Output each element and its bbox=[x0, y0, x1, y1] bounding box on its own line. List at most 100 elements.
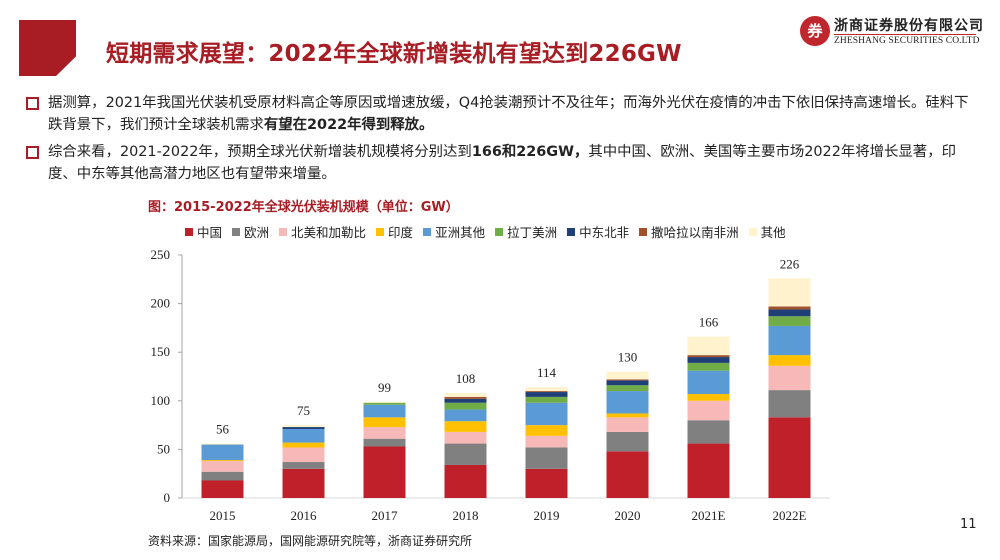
bar-segment-拉丁美洲 bbox=[363, 402, 406, 405]
bar-segment-北美和加勒比 bbox=[687, 400, 730, 421]
bar-segment-撒哈拉以南非洲 bbox=[687, 355, 730, 358]
bar-segment-中东北非 bbox=[687, 357, 730, 363]
page-number: 11 bbox=[960, 517, 977, 532]
bar-segment-中东北非 bbox=[606, 380, 649, 386]
legend-item: 北美和加勒比 bbox=[279, 222, 366, 241]
bullet-item: 据测算，2021年我国光伏装机受原材料高企等原因或增速放缓，Q4抢装潮预计不及往… bbox=[26, 92, 976, 136]
legend-swatch bbox=[567, 227, 576, 236]
bar-segment-其他 bbox=[363, 401, 406, 403]
bar-segment-印度 bbox=[606, 413, 649, 418]
bar-segment-北美和加勒比 bbox=[282, 447, 325, 463]
x-tick-label: 2017 bbox=[372, 508, 399, 523]
legend-label: 印度 bbox=[388, 225, 414, 240]
bullet-text: 据测算，2021年我国光伏装机受原材料高企等原因或增速放缓，Q4抢装潮预计不及往… bbox=[48, 95, 969, 133]
legend-label: 拉丁美洲 bbox=[507, 225, 558, 240]
bar-segment-中东北非 bbox=[525, 392, 568, 397]
bar-segment-印度 bbox=[687, 393, 730, 401]
x-tick-label: 2021E bbox=[692, 508, 726, 523]
bar-segment-北美和加勒比 bbox=[201, 461, 244, 472]
bar-segment-印度 bbox=[768, 355, 811, 366]
legend-swatch bbox=[639, 227, 648, 236]
chart-title: 图：2015-2022年全球光伏装机规模（单位：GW） bbox=[148, 200, 459, 215]
bar-segment-欧洲 bbox=[687, 420, 730, 444]
x-tick-label: 2022E bbox=[773, 508, 807, 523]
bullet-text-after: 其中中国、欧洲、美国等主要市场2022年将增长显著，印度、中东等其他高潜力地区也… bbox=[48, 144, 956, 182]
bar-segment-拉丁美洲 bbox=[687, 362, 730, 371]
x-tick-label: 2016 bbox=[291, 508, 318, 523]
bar-segment-印度 bbox=[444, 421, 487, 432]
bullet-emphasis: 有望在2022年得到释放。 bbox=[263, 117, 434, 133]
bar-segment-撒哈拉以南非洲 bbox=[525, 391, 568, 393]
legend-item: 中东北非 bbox=[567, 222, 629, 241]
bar-segment-其他 bbox=[282, 425, 325, 428]
bar-segment-亚洲其他 bbox=[201, 444, 244, 461]
bar-segment-中国 bbox=[768, 417, 811, 498]
logo-mark-icon: 券 bbox=[800, 16, 830, 46]
legend-swatch bbox=[185, 227, 193, 236]
logo-divider bbox=[834, 34, 976, 35]
legend-label: 亚洲其他 bbox=[435, 225, 486, 240]
legend-swatch bbox=[376, 227, 385, 236]
y-tick-label: 50 bbox=[157, 441, 170, 456]
bar-segment-撒哈拉以南非洲 bbox=[606, 379, 649, 381]
legend-item: 亚洲其他 bbox=[423, 222, 485, 241]
y-tick-label: 150 bbox=[151, 344, 171, 359]
bar-segment-拉丁美洲 bbox=[525, 396, 568, 403]
legend-label: 中东北非 bbox=[579, 225, 630, 240]
company-logo: 券 浙商证券股份有限公司 ZHESHANG SECURITIES CO.LTD bbox=[800, 14, 983, 48]
page-title: 短期需求展望：2022年全球新增装机有望达到226GW bbox=[106, 41, 682, 67]
bar-segment-亚洲其他 bbox=[282, 428, 325, 443]
legend-item: 其他 bbox=[748, 222, 786, 241]
square-bullet-icon bbox=[26, 97, 39, 110]
legend-swatch bbox=[423, 227, 432, 236]
bar-segment-亚洲其他 bbox=[768, 325, 811, 356]
bar-segment-北美和加勒比 bbox=[606, 417, 649, 432]
bar-segment-印度 bbox=[201, 460, 244, 462]
bar-total-label: 166 bbox=[699, 315, 719, 330]
bar-total-label: 99 bbox=[378, 380, 391, 395]
legend-item: 中国 bbox=[185, 222, 222, 241]
source-note: 资料来源：国家能源局，国网能源研究院等，浙商证券研究所 bbox=[148, 534, 473, 548]
bar-segment-亚洲其他 bbox=[687, 370, 730, 394]
bar-segment-印度 bbox=[282, 442, 325, 448]
legend-swatch bbox=[748, 227, 757, 236]
bar-segment-其他 bbox=[606, 371, 649, 380]
legend-swatch bbox=[279, 227, 288, 236]
x-tick-label: 2019 bbox=[534, 508, 560, 523]
logo-english-name: ZHESHANG SECURITIES CO.LTD bbox=[834, 36, 980, 46]
bar-segment-亚洲其他 bbox=[606, 391, 649, 414]
legend-item: 印度 bbox=[376, 222, 413, 241]
bar-total-label: 56 bbox=[216, 422, 230, 437]
logo-chinese-name: 浙商证券股份有限公司 bbox=[834, 18, 984, 34]
bar-segment-亚洲其他 bbox=[363, 404, 406, 418]
legend-swatch bbox=[495, 227, 504, 236]
bar-segment-中国 bbox=[444, 464, 487, 498]
legend-item: 撒哈拉以南非洲 bbox=[639, 222, 739, 241]
bar-segment-北美和加勒比 bbox=[525, 435, 568, 448]
bar-segment-北美和加勒比 bbox=[363, 427, 406, 439]
bar-total-label: 75 bbox=[297, 403, 310, 418]
bullet-item: 综合来看，2021-2022年，预期全球光伏新增装机规模将分别达到166和226… bbox=[26, 141, 976, 185]
y-tick-label: 0 bbox=[164, 490, 171, 505]
bar-segment-北美和加勒比 bbox=[444, 431, 487, 444]
bar-segment-欧洲 bbox=[606, 431, 649, 452]
bar-segment-印度 bbox=[363, 417, 406, 428]
bar-total-label: 226 bbox=[780, 256, 800, 271]
bar-segment-其他 bbox=[768, 278, 811, 307]
bar-total-label: 108 bbox=[456, 371, 476, 386]
bar-segment-欧洲 bbox=[201, 471, 244, 481]
bar-segment-中国 bbox=[282, 468, 325, 498]
y-tick-label: 100 bbox=[151, 393, 171, 408]
bar-total-label: 114 bbox=[537, 365, 557, 380]
legend-label: 撒哈拉以南非洲 bbox=[651, 225, 739, 240]
legend-item: 拉丁美洲 bbox=[495, 222, 557, 241]
x-tick-label: 2015 bbox=[210, 508, 236, 523]
y-tick-label: 200 bbox=[151, 296, 171, 311]
bullet-list: 据测算，2021年我国光伏装机受原材料高企等原因或增速放缓，Q4抢装潮预计不及往… bbox=[26, 92, 976, 190]
x-tick-label: 2018 bbox=[453, 508, 479, 523]
bar-segment-中东北非 bbox=[282, 427, 325, 429]
bar-segment-北美和加勒比 bbox=[768, 365, 811, 391]
bar-segment-中国 bbox=[687, 443, 730, 498]
legend-item: 欧洲 bbox=[232, 222, 269, 241]
